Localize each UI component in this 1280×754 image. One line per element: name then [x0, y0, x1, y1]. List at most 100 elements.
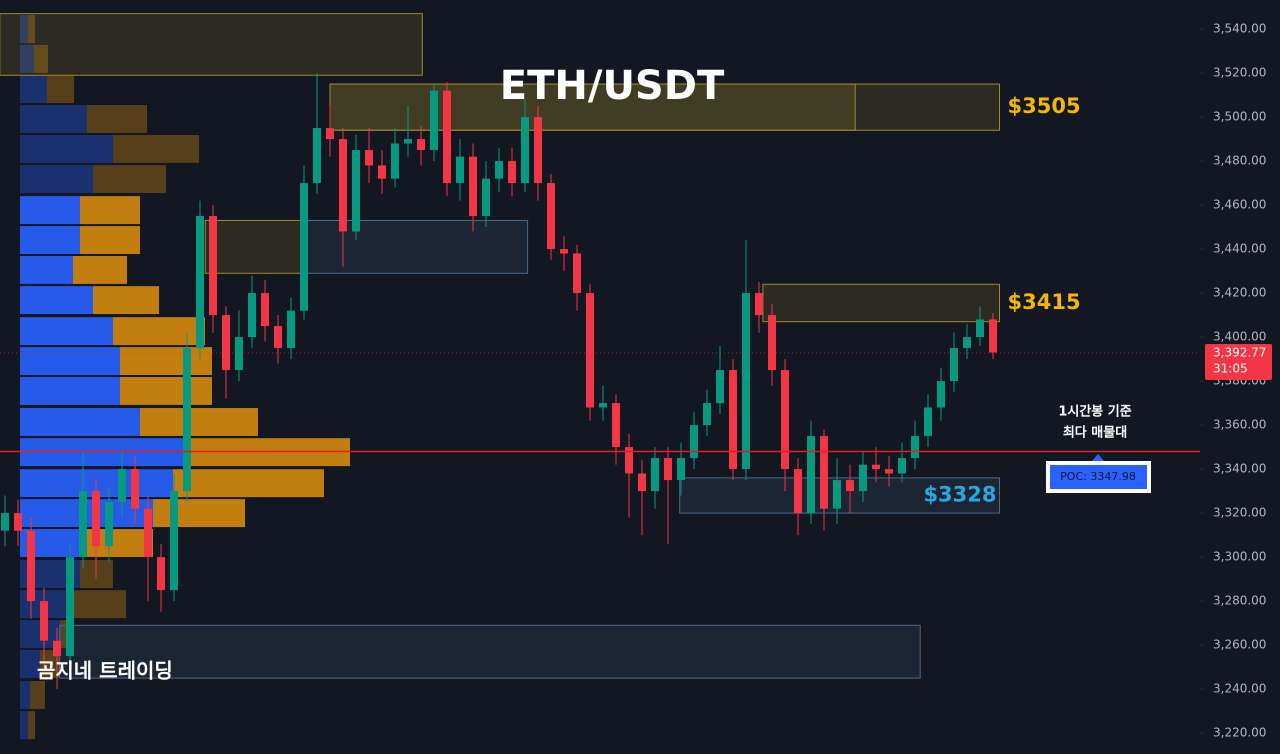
- profile-sell: [113, 317, 205, 346]
- candle-body: [664, 458, 672, 481]
- zone-label: $3328: [923, 482, 996, 506]
- profile-buy: [20, 347, 120, 376]
- watermark: 곰지네 트레이딩: [37, 659, 173, 683]
- candle-body: [547, 183, 555, 250]
- zone: [59, 624, 921, 679]
- y-tick-label: 3,240.00: [1213, 682, 1266, 696]
- candle-body: [469, 156, 477, 217]
- candle-body: [157, 557, 165, 591]
- candle-body: [183, 348, 191, 492]
- last-price-tag: [1205, 343, 1272, 380]
- profile-sell: [30, 681, 45, 709]
- candle-body: [313, 128, 321, 184]
- profile-sell: [153, 499, 245, 528]
- candle-body: [573, 253, 581, 294]
- y-tick-label: 3,260.00: [1213, 638, 1266, 652]
- candle-body: [521, 117, 529, 184]
- candle-body: [14, 513, 22, 531]
- candle-body: [768, 315, 776, 371]
- profile-sell: [47, 75, 74, 104]
- zone: [329, 83, 856, 131]
- profile-sell: [173, 469, 324, 498]
- candle-body: [898, 458, 906, 474]
- candle-body: [833, 480, 841, 509]
- profile-buy: [20, 226, 80, 255]
- poc-label: POC: 3347.98: [1060, 470, 1136, 483]
- y-tick-label: 3,320.00: [1213, 506, 1266, 520]
- y-tick-label: 3,520.00: [1213, 66, 1266, 80]
- candle-body: [118, 469, 126, 503]
- candle-body: [950, 348, 958, 382]
- profile-buy: [20, 134, 113, 163]
- candle-body: [989, 319, 997, 353]
- profile-sell: [120, 377, 212, 405]
- candle-body: [105, 502, 113, 547]
- profile-sell: [34, 45, 48, 73]
- y-tick-label: 3,480.00: [1213, 154, 1266, 168]
- candle-body: [456, 156, 464, 184]
- candle-body: [716, 370, 724, 404]
- candle-body: [586, 293, 594, 408]
- candle-body: [638, 473, 646, 492]
- candle-body: [339, 139, 347, 232]
- candle-body: [391, 143, 399, 179]
- candle-body: [365, 150, 373, 166]
- candle-body: [911, 436, 919, 459]
- candle-body: [781, 370, 789, 470]
- y-tick-label: 3,280.00: [1213, 594, 1266, 608]
- candle-body: [66, 557, 74, 657]
- candle-body: [326, 128, 334, 140]
- candle-body: [378, 165, 386, 179]
- y-tick-label: 3,340.00: [1213, 462, 1266, 476]
- y-tick-label: 3,460.00: [1213, 198, 1266, 212]
- profile-sell: [28, 711, 35, 740]
- candle-body: [677, 458, 685, 481]
- y-tick-label: 3,420.00: [1213, 286, 1266, 300]
- candle-body: [703, 403, 711, 426]
- candle-body: [794, 469, 802, 514]
- candle-body: [482, 178, 490, 217]
- candle-body: [963, 337, 971, 349]
- candle-body: [248, 293, 256, 338]
- candle-body: [729, 370, 737, 470]
- zone: [204, 219, 306, 274]
- profile-sell: [113, 134, 199, 163]
- y-tick-label: 3,540.00: [1213, 22, 1266, 36]
- zone: [0, 13, 423, 76]
- profile-buy: [20, 256, 73, 284]
- candle-body: [625, 447, 633, 474]
- profile-buy: [20, 681, 30, 709]
- candle-body: [924, 407, 932, 437]
- poc-pointer: [1092, 454, 1104, 461]
- profile-buy: [20, 286, 93, 315]
- y-tick-label: 3,500.00: [1213, 110, 1266, 124]
- candle-body: [300, 183, 308, 311]
- candle-body: [209, 216, 217, 316]
- candle-body: [846, 480, 854, 492]
- candle-body: [79, 491, 87, 558]
- candle-body: [27, 530, 35, 602]
- candle-body: [131, 469, 139, 509]
- profile-sell: [73, 256, 127, 284]
- profile-sell: [80, 226, 140, 255]
- y-tick-label: 3,220.00: [1213, 726, 1266, 740]
- profile-buy: [20, 196, 80, 225]
- profile-sell: [73, 590, 126, 619]
- candle-body: [430, 90, 438, 151]
- candle-body: [820, 436, 828, 509]
- candle-body: [170, 491, 178, 591]
- y-tick-label: 3,440.00: [1213, 242, 1266, 256]
- profile-sell: [93, 165, 166, 194]
- candle-body: [196, 216, 204, 349]
- candle-body: [599, 403, 607, 408]
- profile-sell: [93, 286, 159, 315]
- poc-box: [1050, 465, 1147, 489]
- zone-label: $3505: [1008, 94, 1081, 118]
- candle-body: [534, 117, 542, 184]
- poc-note: 1시간봉 기준: [1058, 404, 1131, 420]
- candle-body: [859, 464, 867, 492]
- profile-sell: [28, 15, 35, 44]
